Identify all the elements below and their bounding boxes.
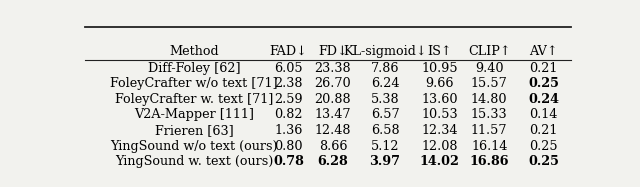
Text: 23.38: 23.38 (315, 62, 351, 75)
Text: 0.25: 0.25 (529, 140, 558, 153)
Text: 0.82: 0.82 (274, 108, 303, 122)
Text: 12.34: 12.34 (421, 124, 458, 137)
Text: 2.59: 2.59 (274, 93, 303, 106)
Text: 5.38: 5.38 (371, 93, 399, 106)
Text: FoleyCrafter w. text [71]: FoleyCrafter w. text [71] (115, 93, 273, 106)
Text: 12.48: 12.48 (315, 124, 351, 137)
Text: 0.25: 0.25 (529, 77, 559, 90)
Text: 2.38: 2.38 (274, 77, 303, 90)
Text: 9.66: 9.66 (426, 77, 454, 90)
Text: 12.08: 12.08 (421, 140, 458, 153)
Text: 10.53: 10.53 (421, 108, 458, 122)
Text: 5.12: 5.12 (371, 140, 399, 153)
Text: 0.78: 0.78 (273, 155, 304, 168)
Text: Diff-Foley [62]: Diff-Foley [62] (148, 62, 241, 75)
Text: 16.14: 16.14 (471, 140, 508, 153)
Text: AV↑: AV↑ (529, 45, 558, 58)
Text: 8.66: 8.66 (319, 140, 348, 153)
Text: 0.21: 0.21 (529, 62, 558, 75)
Text: 0.21: 0.21 (529, 124, 558, 137)
Text: 0.25: 0.25 (529, 155, 559, 168)
Text: 6.57: 6.57 (371, 108, 399, 122)
Text: Method: Method (169, 45, 219, 58)
Text: FAD↓: FAD↓ (269, 45, 307, 58)
Text: 26.70: 26.70 (315, 77, 351, 90)
Text: 6.24: 6.24 (371, 77, 399, 90)
Text: 0.14: 0.14 (529, 108, 558, 122)
Text: 13.60: 13.60 (421, 93, 458, 106)
Text: 11.57: 11.57 (471, 124, 508, 137)
Text: 6.28: 6.28 (317, 155, 348, 168)
Text: IS↑: IS↑ (428, 45, 452, 58)
Text: YingSound w. text (ours): YingSound w. text (ours) (115, 155, 273, 168)
Text: FD↓: FD↓ (318, 45, 348, 58)
Text: CLIP↑: CLIP↑ (468, 45, 511, 58)
Text: 14.02: 14.02 (420, 155, 460, 168)
Text: 3.97: 3.97 (369, 155, 401, 168)
Text: 6.58: 6.58 (371, 124, 399, 137)
Text: 7.86: 7.86 (371, 62, 399, 75)
Text: 0.24: 0.24 (528, 93, 559, 106)
Text: 0.80: 0.80 (274, 140, 303, 153)
Text: 13.47: 13.47 (315, 108, 351, 122)
Text: 9.40: 9.40 (475, 62, 504, 75)
Text: 20.88: 20.88 (315, 93, 351, 106)
Text: YingSound w/o text (ours): YingSound w/o text (ours) (110, 140, 278, 153)
Text: 10.95: 10.95 (421, 62, 458, 75)
Text: 14.80: 14.80 (471, 93, 508, 106)
Text: 6.05: 6.05 (274, 62, 303, 75)
Text: 15.57: 15.57 (471, 77, 508, 90)
Text: FoleyCrafter w/o text [71]: FoleyCrafter w/o text [71] (110, 77, 278, 90)
Text: 16.86: 16.86 (470, 155, 509, 168)
Text: 1.36: 1.36 (274, 124, 303, 137)
Text: V2A-Mapper [111]: V2A-Mapper [111] (134, 108, 254, 122)
Text: Frieren [63]: Frieren [63] (155, 124, 234, 137)
Text: 15.33: 15.33 (471, 108, 508, 122)
Text: KL-sigmoid↓: KL-sigmoid↓ (343, 45, 427, 58)
